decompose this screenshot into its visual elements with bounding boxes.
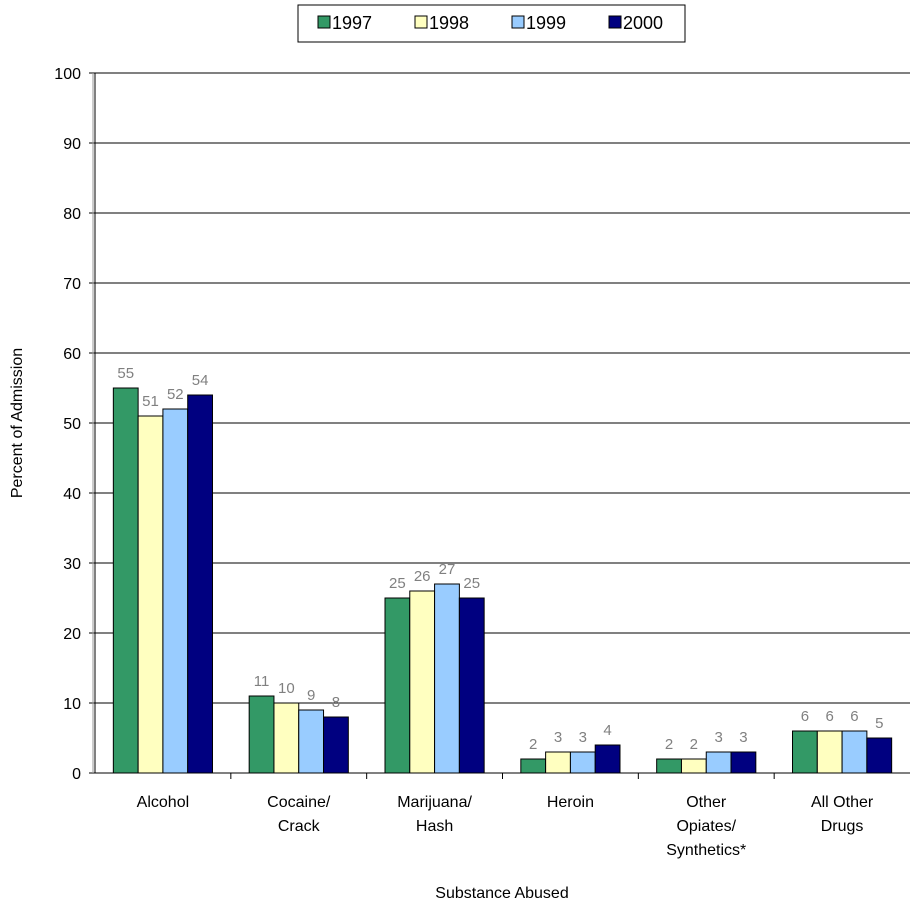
bar <box>273 702 300 774</box>
y-tick-label: 40 <box>63 486 81 503</box>
value-label: 9 <box>307 687 315 704</box>
value-label: 6 <box>850 708 858 725</box>
bar <box>458 597 485 774</box>
value-label: 55 <box>117 365 134 382</box>
bar <box>384 597 411 774</box>
y-tick-label: 50 <box>63 416 81 433</box>
value-label: 2 <box>529 736 537 753</box>
y-tick-label: 10 <box>63 696 81 713</box>
value-label: 4 <box>603 722 611 739</box>
bar <box>434 583 460 774</box>
y-tick-label: 60 <box>63 346 81 363</box>
value-label: 52 <box>167 386 184 403</box>
bar <box>545 751 571 774</box>
value-label: 3 <box>554 729 562 746</box>
value-label: 25 <box>463 575 480 592</box>
x-tick-label: Cocaine/Crack <box>267 794 331 835</box>
legend-swatch <box>414 15 428 29</box>
legend-swatch <box>317 15 331 29</box>
bar <box>816 730 843 774</box>
y-tick-label: 0 <box>72 766 81 783</box>
bar <box>569 751 596 774</box>
value-label: 10 <box>278 680 295 697</box>
legend-label: 1997 <box>332 13 372 33</box>
y-tick-label: 90 <box>63 136 81 153</box>
bar <box>866 737 893 774</box>
x-tick-label: All Other Drugs <box>811 794 874 835</box>
value-label: 8 <box>332 694 340 711</box>
bar <box>248 695 275 774</box>
bar <box>841 730 868 774</box>
value-label: 26 <box>414 568 431 585</box>
value-label: 25 <box>389 575 406 592</box>
y-tick-label: 100 <box>54 66 81 83</box>
value-label: 51 <box>142 393 159 410</box>
bar <box>520 758 547 774</box>
bar <box>792 730 818 774</box>
legend-swatch <box>511 15 525 29</box>
bar <box>656 758 682 774</box>
legend-label: 1999 <box>526 13 566 33</box>
legend-label: 2000 <box>623 13 663 33</box>
y-tick-label: 70 <box>63 276 81 293</box>
x-tick-label: Marijuana/Hash <box>397 794 472 835</box>
value-label: 6 <box>801 708 809 725</box>
bar <box>187 394 213 774</box>
bar <box>705 751 732 774</box>
value-label: 11 <box>254 673 270 690</box>
value-label: 27 <box>439 561 456 578</box>
bar <box>137 415 164 774</box>
y-axis-label: Percent of Admission <box>9 348 26 498</box>
value-label: 6 <box>826 708 834 725</box>
value-label: 3 <box>739 729 747 746</box>
x-tick-label: Other Opiates/Synthetics* <box>666 794 746 859</box>
bar <box>112 387 139 774</box>
legend-label: 1998 <box>429 13 469 33</box>
bar <box>680 758 707 774</box>
value-label: 3 <box>579 729 587 746</box>
bar <box>409 590 436 774</box>
value-label: 3 <box>714 729 722 746</box>
bar <box>162 408 189 774</box>
value-label: 54 <box>192 372 209 389</box>
bar <box>323 716 349 774</box>
x-tick-label: Heroin <box>547 794 594 811</box>
value-label: 5 <box>875 715 883 732</box>
value-label: 2 <box>690 736 698 753</box>
y-tick-label: 30 <box>63 556 81 573</box>
y-tick-label: 80 <box>63 206 81 223</box>
x-tick-label: Alcohol <box>137 794 189 811</box>
x-axis-label: Substance Abused <box>435 885 568 902</box>
bar <box>594 744 621 774</box>
bar <box>298 709 325 774</box>
y-tick-label: 20 <box>63 626 81 643</box>
value-label: 2 <box>665 736 673 753</box>
bar <box>730 751 757 774</box>
legend-swatch <box>608 15 622 29</box>
